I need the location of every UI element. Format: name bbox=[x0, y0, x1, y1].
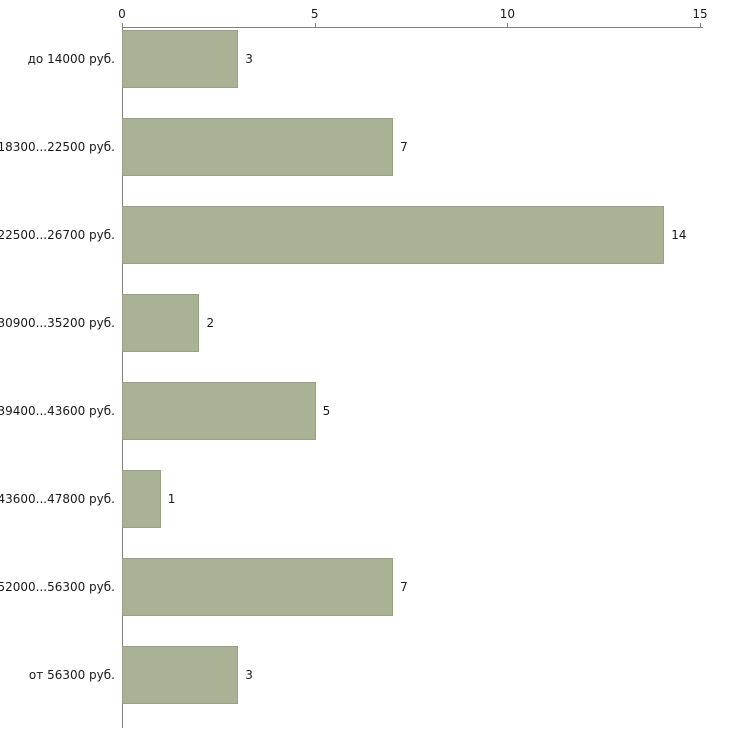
category-label: 39400...43600 руб. bbox=[0, 404, 115, 418]
x-axis-ticks: 0 5 10 15 bbox=[118, 0, 708, 27]
category-label: 22500...26700 руб. bbox=[0, 228, 115, 242]
x-tick-label: 15 bbox=[692, 7, 708, 21]
bar-track: 5 bbox=[122, 382, 703, 440]
bar-track: 7 bbox=[122, 118, 703, 176]
value-label: 14 bbox=[671, 228, 687, 242]
category-label: от 56300 руб. bbox=[28, 668, 115, 682]
y-axis-line bbox=[122, 27, 123, 728]
value-label: 7 bbox=[400, 580, 408, 594]
x-tick-mark bbox=[700, 23, 701, 27]
bar-track: 1 bbox=[122, 470, 703, 528]
x-tick-label: 0 bbox=[118, 7, 126, 21]
bar bbox=[122, 646, 239, 704]
bar bbox=[122, 294, 200, 352]
value-label: 7 bbox=[400, 140, 408, 154]
x-tick-mark bbox=[314, 23, 316, 27]
bar-row: 22500...26700 руб. 14 bbox=[0, 203, 730, 291]
bar bbox=[122, 470, 161, 528]
x-tick-label: 5 bbox=[310, 7, 319, 21]
bar-rows: до 14000 руб. 3 18300...22500 руб. 7 22500..… bbox=[0, 27, 730, 730]
bar-row: 18300...22500 руб. 7 bbox=[0, 115, 730, 203]
x-tick-label: 10 bbox=[499, 7, 515, 21]
bar-track: 2 bbox=[122, 294, 703, 352]
value-label: 1 bbox=[167, 492, 176, 506]
bar-track: 3 bbox=[122, 30, 703, 88]
value-label: 3 bbox=[245, 52, 253, 66]
bar bbox=[122, 118, 394, 176]
value-label: 3 bbox=[245, 668, 253, 682]
bar bbox=[122, 206, 665, 264]
category-label: до 14000 руб. bbox=[27, 52, 115, 66]
bar bbox=[122, 558, 394, 616]
bar-track: 7 bbox=[122, 558, 703, 616]
bar-row: от 56300 руб. 3 bbox=[0, 643, 730, 730]
category-label: 30900...35200 руб. bbox=[0, 316, 115, 330]
category-label: 43600...47800 руб. bbox=[0, 492, 115, 506]
category-label: 18300...22500 руб. bbox=[0, 140, 115, 154]
bar-row: 43600...47800 руб. 1 bbox=[0, 467, 730, 555]
x-tick-mark bbox=[507, 23, 509, 27]
bar-row: 39400...43600 руб. 5 bbox=[0, 379, 730, 467]
bar bbox=[122, 382, 316, 440]
category-label: 52000...56300 руб. bbox=[0, 580, 115, 594]
value-label: 2 bbox=[206, 316, 215, 330]
x-axis-line bbox=[122, 27, 703, 28]
x-tick-mark bbox=[122, 23, 123, 27]
bar-row: 52000...56300 руб. 7 bbox=[0, 555, 730, 643]
bar-track: 14 bbox=[122, 206, 703, 264]
bar-row: до 14000 руб. 3 bbox=[0, 27, 730, 115]
bar bbox=[122, 30, 239, 88]
bar-row: 30900...35200 руб. 2 bbox=[0, 291, 730, 379]
value-label: 5 bbox=[322, 404, 331, 418]
bar-track: 3 bbox=[122, 646, 703, 704]
